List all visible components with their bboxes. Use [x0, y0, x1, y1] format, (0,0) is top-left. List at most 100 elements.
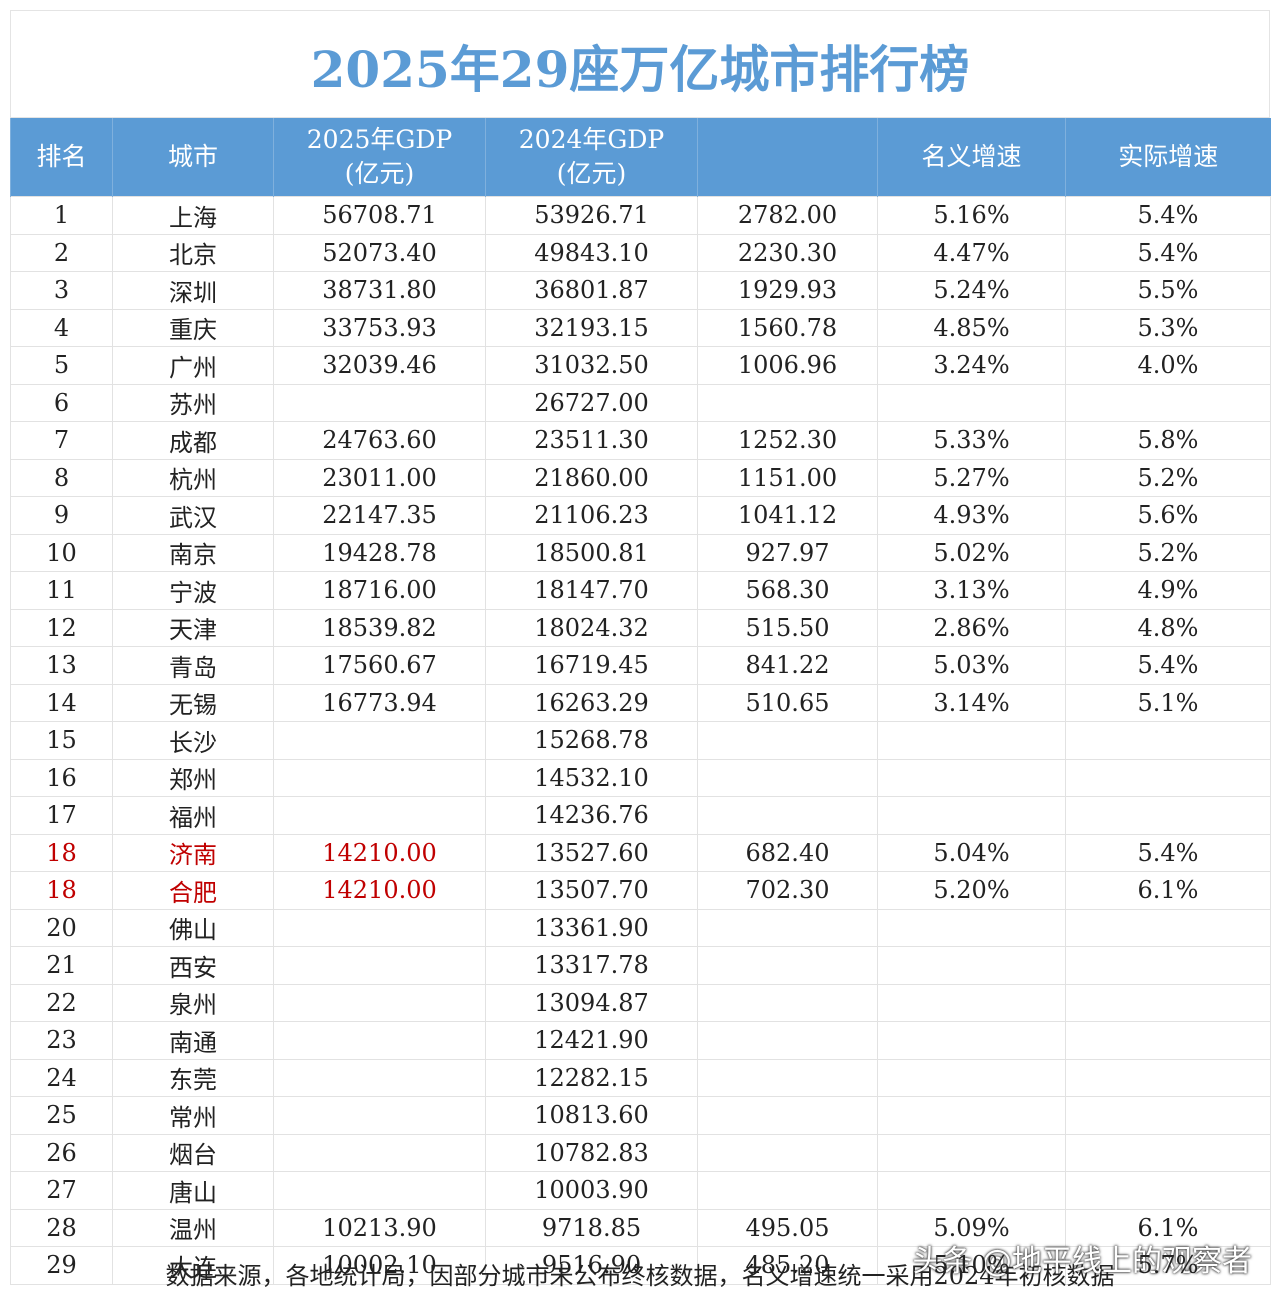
- cell: [877, 1058, 1066, 1097]
- cell-text: 4.9%: [1137, 576, 1199, 605]
- header-cell: 2025年GDP (亿元): [273, 118, 486, 197]
- cell: 23: [10, 1021, 113, 1060]
- header-cell: 实际增速: [1065, 118, 1271, 197]
- cell: 18147.70: [485, 571, 698, 610]
- cell-text: 9: [53, 501, 70, 530]
- cell: 5.4%: [1065, 233, 1271, 272]
- cell: 南京: [112, 533, 274, 572]
- cell: 21860.00: [485, 458, 698, 497]
- cell-text: 16: [46, 763, 77, 792]
- cell: 8: [10, 458, 113, 497]
- cell-text: 8: [53, 463, 70, 492]
- cell: 16719.45: [485, 646, 698, 685]
- cell-text: 天津: [169, 616, 217, 645]
- cell: 24: [10, 1058, 113, 1097]
- cell: 23011.00: [273, 458, 486, 497]
- cell-text: 927.97: [745, 538, 830, 567]
- cell: [697, 946, 878, 985]
- cell-text: 12421.90: [534, 1026, 649, 1055]
- cell-text: 4: [53, 313, 70, 342]
- cell-text: 1929.93: [737, 276, 838, 305]
- cell-text: 3.14%: [933, 688, 1010, 717]
- cell: [877, 1171, 1066, 1210]
- cell: [1065, 1133, 1271, 1172]
- cell: 7: [10, 421, 113, 460]
- cell-text: 11: [46, 576, 77, 605]
- cell: [697, 908, 878, 947]
- cell-text: 52073.40: [322, 238, 437, 267]
- cell: 18: [10, 871, 113, 910]
- cell-text: 13527.60: [534, 838, 649, 867]
- cell: [877, 1133, 1066, 1172]
- cell-text: 1151.00: [737, 463, 838, 492]
- cell: 13527.60: [485, 833, 698, 872]
- cell-text: 19428.78: [322, 538, 437, 567]
- cell: [273, 946, 486, 985]
- cell: 5.4%: [1065, 833, 1271, 872]
- cell: 56708.71: [273, 196, 486, 235]
- cell: 1: [10, 196, 113, 235]
- cell: 32193.15: [485, 308, 698, 347]
- cell: 32039.46: [273, 346, 486, 385]
- cell-text: 33753.93: [322, 313, 437, 342]
- cell: 18500.81: [485, 533, 698, 572]
- cell: 东莞: [112, 1058, 274, 1097]
- cell-text: 5.20%: [933, 876, 1010, 905]
- cell: [697, 796, 878, 835]
- cell-text: 西安: [169, 953, 217, 982]
- cell-text: 16719.45: [534, 651, 649, 680]
- cell: 49843.10: [485, 233, 698, 272]
- cell-text: 21: [46, 951, 77, 980]
- cell-text: 25: [46, 1101, 77, 1130]
- row: 14 无锡 16773.94 16263.29 510.65 3.14% 5.1%: [10, 683, 1271, 722]
- cell: 苏州: [112, 383, 274, 422]
- cell: 2: [10, 233, 113, 272]
- cell: 1929.93: [697, 271, 878, 310]
- cell-text: 31032.50: [534, 351, 649, 380]
- row: 5 广州 32039.46 31032.50 1006.96 3.24% 4.0%: [10, 346, 1271, 385]
- cell: 温州: [112, 1208, 274, 1247]
- cell-text: 18024.32: [534, 613, 649, 642]
- cell: 5.10%: [877, 1246, 1066, 1285]
- cell: 5.20%: [877, 871, 1066, 910]
- header-line: (亿元): [556, 159, 627, 188]
- cell: 5.33%: [877, 421, 1066, 460]
- cell-text: 5.7%: [1137, 1251, 1199, 1280]
- row: 15 长沙 15268.78: [10, 721, 1271, 760]
- cell: 14210.00: [273, 871, 486, 910]
- cell: 广州: [112, 346, 274, 385]
- cell-text: 13317.78: [534, 951, 649, 980]
- row: 11 宁波 18716.00 18147.70 568.30 3.13% 4.9%: [10, 571, 1271, 610]
- cell-text: 5.2%: [1137, 463, 1199, 492]
- cell: 4.85%: [877, 308, 1066, 347]
- cell-text: 重庆: [169, 316, 217, 345]
- cell: 天津: [112, 608, 274, 647]
- cell-text: 5.2%: [1137, 538, 1199, 567]
- cell: [273, 1058, 486, 1097]
- header-cell: 排名: [10, 118, 113, 197]
- cell-text: 36801.87: [534, 276, 649, 305]
- cell-text: 18: [46, 838, 77, 867]
- row: 4 重庆 33753.93 32193.15 1560.78 4.85% 5.3%: [10, 308, 1271, 347]
- cell: [877, 1096, 1066, 1135]
- cell-text: 18: [46, 876, 77, 905]
- cell-text: 56708.71: [322, 201, 437, 230]
- cell: [273, 721, 486, 760]
- cell-text: 青岛: [169, 653, 217, 682]
- cell: 10: [10, 533, 113, 572]
- cell-text: 郑州: [169, 766, 217, 795]
- cell-text: 烟台: [169, 1141, 217, 1170]
- cell: 烟台: [112, 1133, 274, 1172]
- row: 13 青岛 17560.67 16719.45 841.22 5.03% 5.4%: [10, 646, 1271, 685]
- cell-text: 10003.90: [534, 1176, 649, 1205]
- cell-text: 深圳: [169, 278, 217, 307]
- cell: 18024.32: [485, 608, 698, 647]
- cell: 485.20: [697, 1246, 878, 1285]
- cell-text: 3: [53, 276, 70, 305]
- header-cell: 城市: [112, 118, 274, 197]
- cell-text: 4.8%: [1137, 613, 1199, 642]
- cell-text: 东莞: [169, 1066, 217, 1095]
- cell-text: 23011.00: [322, 463, 437, 492]
- cell: [877, 758, 1066, 797]
- cell: 5.5%: [1065, 271, 1271, 310]
